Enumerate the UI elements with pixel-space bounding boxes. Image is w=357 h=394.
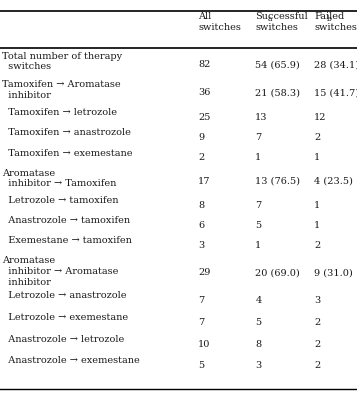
Text: Letrozole → exemestane: Letrozole → exemestane [2,313,128,322]
Text: Exemestane → tamoxifen: Exemestane → tamoxifen [2,236,132,245]
Text: 13 (76.5): 13 (76.5) [255,177,300,186]
Text: Tamoxifen → Aromatase
  inhibitor: Tamoxifen → Aromatase inhibitor [2,80,120,100]
Text: 5: 5 [255,318,261,327]
Text: 9 (31.0): 9 (31.0) [314,268,353,277]
Text: 7: 7 [255,201,262,210]
Text: 2: 2 [314,133,321,142]
Text: 1: 1 [314,153,321,162]
Text: 3: 3 [198,241,205,250]
Text: 2: 2 [314,361,321,370]
Text: Aromatase
  inhibitor → Tamoxifen: Aromatase inhibitor → Tamoxifen [2,169,116,188]
Text: 5: 5 [255,221,261,230]
Text: Anastrozole → exemestane: Anastrozole → exemestane [2,356,140,365]
Text: 7: 7 [255,133,262,142]
Text: 1: 1 [314,221,321,230]
Text: 2: 2 [314,318,321,327]
Text: a: a [268,15,272,23]
Text: 21 (58.3): 21 (58.3) [255,89,300,97]
Text: 1: 1 [314,201,321,210]
Text: 12: 12 [314,113,327,122]
Text: 9: 9 [198,133,204,142]
Text: 15 (41.7): 15 (41.7) [314,89,357,97]
Text: 17: 17 [198,177,211,186]
Text: Total number of therapy
  switches: Total number of therapy switches [2,52,122,71]
Text: 29: 29 [198,268,211,277]
Text: Tamoxifen → anastrozole: Tamoxifen → anastrozole [2,128,131,138]
Text: All
switches: All switches [198,12,241,32]
Text: 5: 5 [198,361,204,370]
Text: 2: 2 [198,153,205,162]
Text: b: b [327,15,332,23]
Text: Anastrozole → tamoxifen: Anastrozole → tamoxifen [2,216,130,225]
Text: Failed
switches: Failed switches [314,12,357,32]
Text: 54 (65.9): 54 (65.9) [255,60,300,69]
Text: 20 (69.0): 20 (69.0) [255,268,300,277]
Text: 4 (23.5): 4 (23.5) [314,177,353,186]
Text: 1: 1 [255,153,262,162]
Text: 28 (34.1): 28 (34.1) [314,60,357,69]
Text: 3: 3 [255,361,262,370]
Text: 36: 36 [198,89,211,97]
Text: 2: 2 [314,241,321,250]
Text: Tamoxifen → letrozole: Tamoxifen → letrozole [2,108,117,117]
Text: Aromatase
  inhibitor → Aromatase
  inhibitor: Aromatase inhibitor → Aromatase inhibito… [2,256,118,287]
Text: 8: 8 [198,201,204,210]
Text: 13: 13 [255,113,268,122]
Text: 25: 25 [198,113,211,122]
Text: Tamoxifen → exemestane: Tamoxifen → exemestane [2,149,132,158]
Text: Successful
switches: Successful switches [255,12,308,32]
Text: 10: 10 [198,340,211,349]
Text: 7: 7 [198,318,205,327]
Text: Letrozole → anastrozole: Letrozole → anastrozole [2,291,126,300]
Text: Anastrozole → letrozole: Anastrozole → letrozole [2,335,124,344]
Text: 1: 1 [255,241,262,250]
Text: 2: 2 [314,340,321,349]
Text: 8: 8 [255,340,261,349]
Text: 7: 7 [198,296,205,305]
Text: 82: 82 [198,60,211,69]
Text: 3: 3 [314,296,321,305]
Text: 4: 4 [255,296,262,305]
Text: 6: 6 [198,221,204,230]
Text: Letrozole → tamoxifen: Letrozole → tamoxifen [2,196,118,205]
